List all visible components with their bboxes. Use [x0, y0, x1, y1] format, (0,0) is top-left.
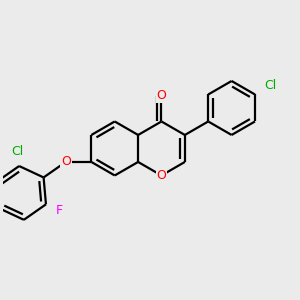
Text: O: O: [61, 155, 70, 169]
Text: F: F: [56, 204, 63, 217]
Text: Cl: Cl: [264, 79, 276, 92]
Text: O: O: [157, 89, 166, 102]
Text: O: O: [157, 169, 166, 182]
Text: Cl: Cl: [12, 145, 24, 158]
